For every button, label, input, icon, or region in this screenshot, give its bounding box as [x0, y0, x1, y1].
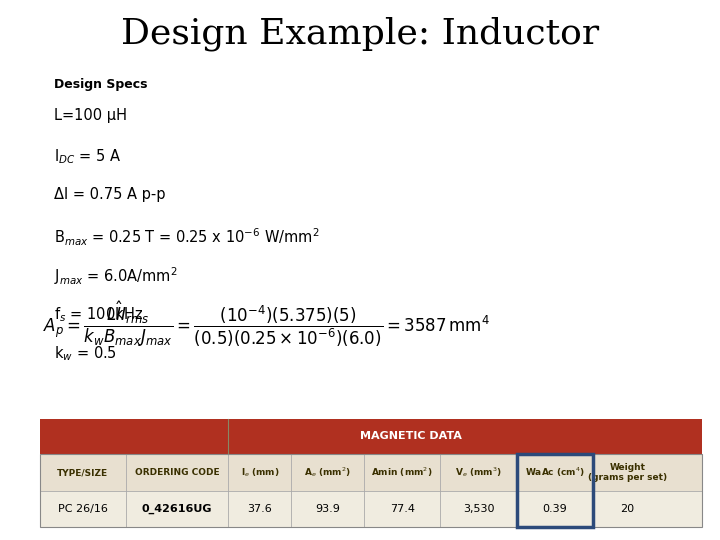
- Text: $A_p = \dfrac{L\hat{I}I_{rms}}{k_w B_{max} J_{max}} = \dfrac{\left(10^{-4}\right: $A_p = \dfrac{L\hat{I}I_{rms}}{k_w B_{ma…: [43, 299, 490, 349]
- Text: 3,530: 3,530: [463, 504, 494, 514]
- Bar: [40, 454, 702, 491]
- Text: 37.6: 37.6: [248, 504, 272, 514]
- Text: TYPE/SIZE: TYPE/SIZE: [57, 468, 108, 477]
- Text: f$_{s}$ = 100kHz: f$_{s}$ = 100kHz: [54, 305, 143, 324]
- Text: 0.39: 0.39: [542, 504, 567, 514]
- Text: k$_{w}$ = 0.5: k$_{w}$ = 0.5: [54, 345, 117, 363]
- Text: B$_{max}$ = 0.25 T = 0.25 x 10$^{-6}$ W/mm$^{2}$: B$_{max}$ = 0.25 T = 0.25 x 10$^{-6}$ W/…: [54, 226, 320, 248]
- Text: I$_{DC}$ = 5 A: I$_{DC}$ = 5 A: [54, 147, 122, 166]
- Text: A$_e$ (mm$^2$): A$_e$ (mm$^2$): [305, 465, 351, 480]
- Text: Design Specs: Design Specs: [54, 78, 148, 91]
- Text: Design Example: Inductor: Design Example: Inductor: [121, 16, 599, 51]
- Text: l$_e$ (mm): l$_e$ (mm): [240, 466, 279, 479]
- Text: J$_{max}$ = 6.0A/mm$^{2}$: J$_{max}$ = 6.0A/mm$^{2}$: [54, 266, 178, 287]
- Bar: [40, 491, 702, 526]
- Text: 77.4: 77.4: [390, 504, 415, 514]
- Text: 93.9: 93.9: [315, 504, 340, 514]
- Text: L=100 μH: L=100 μH: [54, 108, 127, 123]
- Text: MAGNETIC DATA: MAGNETIC DATA: [359, 431, 462, 441]
- Text: PC 26/16: PC 26/16: [58, 504, 107, 514]
- Text: ORDERING CODE: ORDERING CODE: [135, 468, 220, 477]
- Text: Amin (mm$^2$): Amin (mm$^2$): [372, 466, 433, 479]
- Text: V$_e$ (mm$^3$): V$_e$ (mm$^3$): [455, 465, 502, 480]
- Bar: [40, 418, 702, 454]
- Text: 0_42616UG: 0_42616UG: [142, 504, 212, 514]
- Text: ΔI = 0.75 A p-p: ΔI = 0.75 A p-p: [54, 187, 166, 202]
- Text: WaAc (cm$^4$): WaAc (cm$^4$): [525, 466, 585, 479]
- Text: 20: 20: [621, 504, 634, 514]
- Text: Weight
(grams per set): Weight (grams per set): [588, 463, 667, 482]
